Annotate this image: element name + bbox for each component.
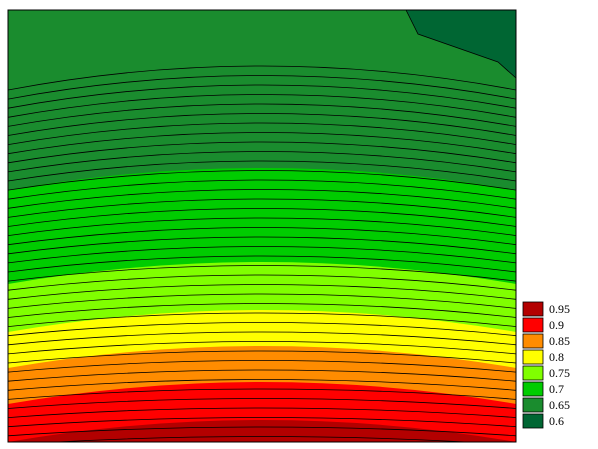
contour-field (8, 10, 516, 442)
contour-band (406, 10, 516, 78)
contour-line (8, 189, 516, 209)
contour-line (8, 379, 516, 391)
contour-line (8, 369, 516, 382)
contour-line (8, 284, 516, 300)
contour-line (8, 132, 516, 155)
contour-line (8, 407, 516, 418)
contour-line (8, 141, 516, 164)
legend-label: 0.85 (549, 334, 570, 348)
legend-label: 0.9 (549, 318, 564, 332)
legend-swatch (522, 333, 544, 349)
contour-line (8, 122, 516, 145)
contour-line (8, 75, 516, 100)
contour-line (8, 198, 516, 218)
legend-swatch (522, 301, 544, 317)
contour-line (8, 398, 516, 409)
legend-label: 0.8 (549, 350, 564, 364)
contour-lines (8, 10, 516, 442)
legend-label: 0.65 (549, 398, 570, 412)
contour-line (405, 10, 516, 79)
legend-swatch (522, 413, 544, 429)
contour-line (8, 113, 516, 136)
contour-line (8, 160, 516, 182)
contour-line (8, 151, 516, 173)
legend-swatch (522, 381, 544, 397)
contour-line (8, 103, 516, 127)
contour-line (8, 312, 516, 327)
contour-line (8, 246, 516, 264)
legend-swatch (522, 349, 544, 365)
contour-line (8, 84, 516, 109)
contour-line (8, 388, 516, 400)
legend-label: 0.75 (549, 366, 570, 380)
contour-line (8, 350, 516, 364)
contour-line (8, 217, 516, 236)
contour-line (8, 417, 516, 428)
contour-line (8, 255, 516, 273)
contour-line (8, 170, 516, 191)
contour-line (8, 360, 516, 373)
contour-line (8, 179, 516, 200)
contour-line (8, 331, 516, 346)
plot-frame (7, 9, 517, 443)
legend-label: 0.6 (549, 414, 564, 428)
contour-line (8, 208, 516, 227)
contour-line (8, 94, 516, 118)
contour-line (8, 274, 516, 291)
contour-line (8, 227, 516, 246)
legend-swatch (522, 397, 544, 413)
contour-line (49, 436, 475, 442)
contour-line (8, 236, 516, 255)
contour-line (8, 303, 516, 318)
contour-line (8, 341, 516, 355)
contour-band (8, 10, 516, 190)
legend-label: 0.7 (549, 382, 564, 396)
contour-line (8, 426, 516, 437)
legend-swatch (522, 317, 544, 333)
legend-label: 0.95 (549, 302, 570, 316)
contour-line (8, 322, 516, 337)
contour-line (8, 293, 516, 309)
legend-swatch (522, 365, 544, 381)
legend: 0.95 0.9 0.85 0.8 0.75 0.7 0.65 0.6 (522, 301, 570, 429)
contour-line (8, 65, 516, 91)
contour-line (8, 265, 516, 282)
